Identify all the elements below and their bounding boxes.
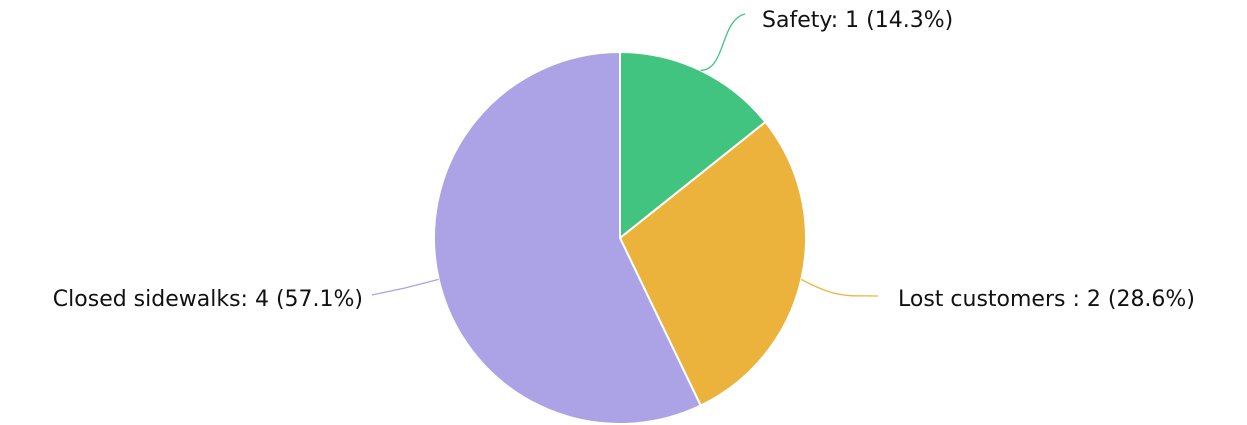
data-label-lost-customers: Lost customers : 2 (28.6%) (898, 287, 1195, 312)
leader-line-lost-customers (801, 278, 879, 297)
data-label-closed-sidewalks: Closed sidewalks: 4 (57.1%) (53, 287, 363, 312)
leader-line-closed-sidewalks (371, 278, 439, 296)
data-labels: Safety: 1 (14.3%) Lost customers : 2 (28.… (53, 8, 1195, 312)
leader-lines (371, 13, 879, 297)
leader-line-safety (700, 13, 746, 72)
data-label-safety: Safety: 1 (14.3%) (762, 8, 953, 33)
pie-slice-lost-customers[interactable] (618, 120, 807, 407)
pie-slice-closed-sidewalks[interactable] (433, 50, 703, 425)
pie-slice-safety[interactable] (619, 50, 767, 241)
pie-slices (433, 50, 807, 425)
